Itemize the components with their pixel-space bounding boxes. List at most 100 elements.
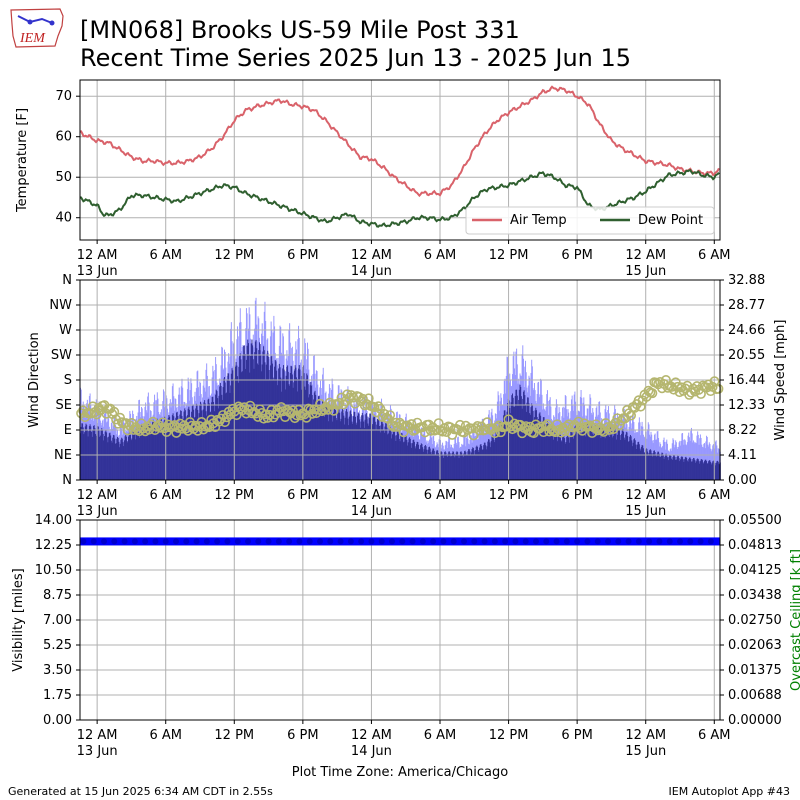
wind-speed-bar xyxy=(445,452,447,480)
wind-speed-bar xyxy=(647,451,649,480)
vis-y-tick-label: 8.75 xyxy=(43,588,72,603)
wind-speed-bar xyxy=(334,405,336,480)
wind-speed-bar xyxy=(339,412,341,480)
wind-speed-bar xyxy=(359,427,361,480)
wind-dir-tick-label: N xyxy=(62,273,72,288)
wind-x-tick-label: 6 AM xyxy=(424,488,457,503)
wind-speed-bar xyxy=(366,416,368,480)
wind-speed-bar xyxy=(152,419,154,480)
wind-speed-bar xyxy=(328,421,330,480)
wind-speed-bar xyxy=(348,425,350,480)
wind-speed-bar xyxy=(715,462,717,480)
wind-speed-bar xyxy=(519,384,521,480)
wind-speed-bar xyxy=(400,436,402,480)
wind-speed-bar xyxy=(669,455,671,480)
wind-speed-bar xyxy=(680,457,682,480)
wind-speed-bar xyxy=(287,365,289,480)
wind-speed-bar xyxy=(579,423,581,480)
wind-speed-bar xyxy=(292,387,294,480)
wind-speed-bar xyxy=(577,426,579,480)
wind-speed-bar xyxy=(659,457,661,480)
wind-speed-bar xyxy=(693,457,695,480)
wind-speed-bar xyxy=(296,391,298,480)
wind-speed-bar xyxy=(169,416,171,480)
wind-speed-bar xyxy=(214,404,216,480)
wind-speed-bar xyxy=(592,433,594,480)
wind-speed-bar xyxy=(411,443,413,480)
wind-speed-bar xyxy=(696,459,698,480)
wind-speed-bar xyxy=(423,449,425,480)
wind-speed-bar xyxy=(106,432,108,480)
visibility-point xyxy=(656,538,663,545)
wind-speed-bar xyxy=(642,445,644,480)
wind-speed-bar xyxy=(655,455,657,480)
wind-speed-bar xyxy=(544,428,546,480)
wind-speed-bar xyxy=(465,452,467,480)
visibility-point xyxy=(306,538,313,545)
wind-speed-bar xyxy=(229,392,231,480)
wind-speed-bar xyxy=(647,455,649,480)
ceiling-y-axis-label: Overcast Ceiling [k ft] xyxy=(789,549,800,691)
wind-speed-bar xyxy=(437,453,439,480)
visibility-point xyxy=(327,538,334,545)
wind-speed-bar xyxy=(638,441,640,480)
wind-speed-bar xyxy=(497,436,499,480)
wind-speed-bar xyxy=(218,395,220,480)
wind-speed-bar xyxy=(421,444,423,480)
vis-x-tick-label: 12 PM xyxy=(489,728,529,743)
wind-speed-bar xyxy=(453,453,455,480)
wind-speed-bar xyxy=(217,398,219,480)
wind-speed-bar xyxy=(346,409,348,480)
wind-speed-bar xyxy=(201,410,203,480)
wind-speed-bar xyxy=(654,452,656,480)
wind-speed-bar xyxy=(107,442,109,480)
wind-speed-bar xyxy=(615,433,617,480)
wind-speed-bar xyxy=(701,460,703,480)
visibility-point xyxy=(255,538,262,545)
wind-x-tick-label: 6 PM xyxy=(287,488,318,503)
wind-speed-bar xyxy=(665,453,667,480)
wind-speed-bar xyxy=(386,427,388,480)
wind-speed-bar xyxy=(282,368,284,480)
wind-speed-tick-label: 0.00 xyxy=(728,473,757,488)
wind-speed-bar xyxy=(124,436,126,480)
wind-speed-bar xyxy=(570,431,572,480)
wind-speed-bar xyxy=(547,422,549,480)
vis-y-tick-label: 7.00 xyxy=(43,613,72,628)
temp-x-date-label: 15 Jun xyxy=(625,264,666,279)
wind-speed-bar xyxy=(652,453,654,480)
wind-speed-bar xyxy=(391,438,393,480)
wind-speed-bar xyxy=(355,424,357,480)
wind-x-date-label: 15 Jun xyxy=(625,504,666,519)
vis-y-tick-label: 12.25 xyxy=(35,538,72,553)
visibility-point xyxy=(594,538,601,545)
wind-direction-point xyxy=(489,428,500,439)
wind-speed-bar xyxy=(495,431,497,480)
wind-speed-bar xyxy=(455,455,457,480)
wind-speed-bar xyxy=(553,439,555,480)
wind-speed-bar xyxy=(468,449,470,480)
wind-speed-bar xyxy=(219,382,221,480)
wind-speed-bar xyxy=(389,425,391,480)
visibility-point xyxy=(419,538,426,545)
wind-speed-bar xyxy=(202,409,204,480)
wind-speed-bar xyxy=(717,460,719,480)
wind-speed-bar xyxy=(119,447,121,480)
wind-speed-bar xyxy=(681,456,683,480)
wind-speed-bar xyxy=(276,385,278,480)
wind-speed-bar xyxy=(120,439,122,480)
wind-speed-bar xyxy=(461,455,463,480)
temp-x-tick-label: 12 AM xyxy=(625,248,666,263)
temp-y-tick-label: 60 xyxy=(55,130,72,145)
wind-speed-bar xyxy=(551,427,553,480)
wind-speed-bar xyxy=(381,420,383,480)
wind-speed-bar xyxy=(528,403,530,480)
wind-speed-bar xyxy=(142,431,144,480)
wind-speed-bar xyxy=(550,427,552,480)
wind-speed-bar xyxy=(191,406,193,480)
wind-speed-bar xyxy=(479,444,481,480)
wind-speed-bar xyxy=(677,455,679,480)
wind-speed-bar xyxy=(456,451,458,480)
wind-speed-bar xyxy=(200,401,201,480)
wind-speed-bar xyxy=(387,434,389,480)
